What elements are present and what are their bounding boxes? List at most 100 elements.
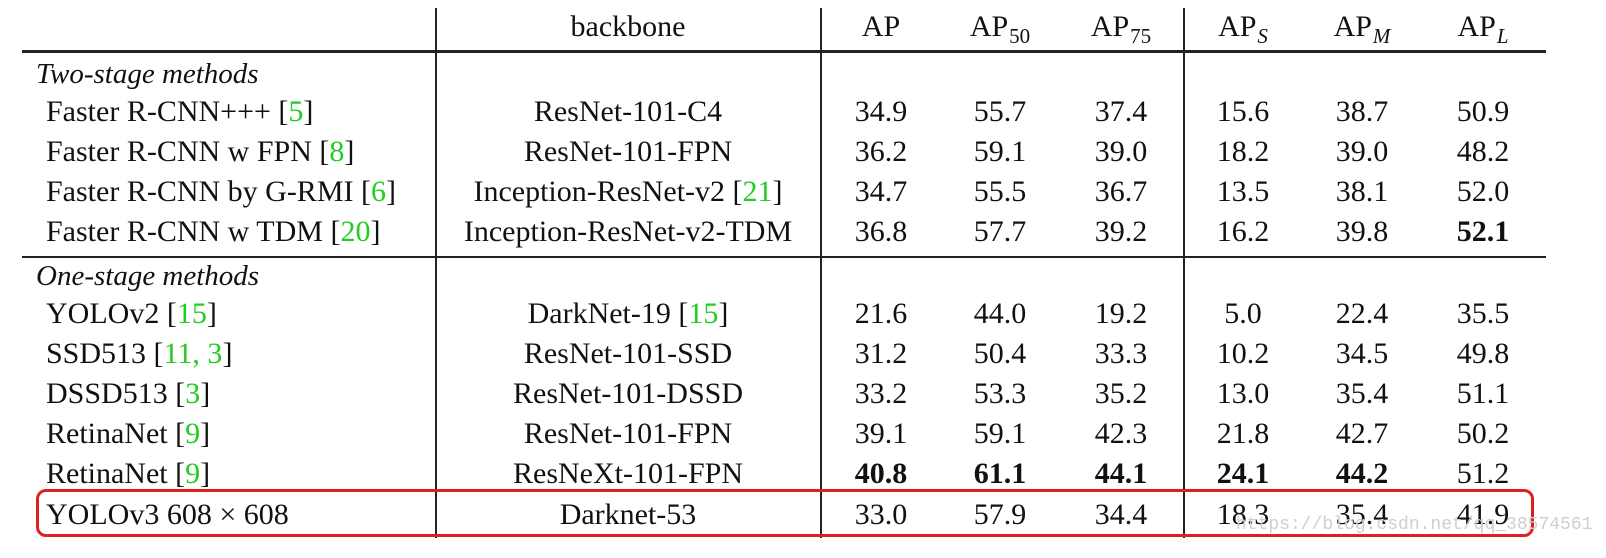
ap-value: 40.8	[854, 457, 908, 490]
apm-value: 42.7	[1335, 417, 1389, 450]
backbone-cell: ResNet-101-SSD	[524, 339, 732, 369]
apl-value: 50.2	[1456, 417, 1510, 450]
backbone-cell: ResNeXt-101-FPN	[513, 459, 743, 489]
backbone-cell: Inception-ResNet-v2-TDM	[464, 217, 792, 247]
citation-link[interactable]: 3	[185, 377, 201, 410]
method-cell: RetinaNet [9]	[46, 419, 210, 449]
apm-value: 22.4	[1335, 297, 1389, 330]
method-name: Faster R-CNN+++	[46, 95, 279, 128]
backbone-name: DarkNet-19	[527, 297, 679, 330]
ap50-value: 59.1	[973, 135, 1027, 168]
backbone-cell: Inception-ResNet-v2 [21]	[473, 177, 782, 207]
backbone-cell: ResNet-101-FPN	[524, 137, 732, 167]
aps-value: 24.1	[1216, 457, 1270, 490]
citation-link[interactable]: 6	[371, 175, 386, 208]
final-row-ap: 33.0	[854, 498, 908, 531]
backbone-cell: ResNet-101-DSSD	[513, 379, 743, 409]
bracket-open: [	[153, 337, 164, 370]
final-row-aps: 18.3	[1216, 498, 1270, 531]
method-name: RetinaNet	[46, 457, 176, 490]
method-name: Faster R-CNN w TDM	[46, 215, 331, 248]
bracket-close: ]	[200, 457, 211, 490]
ap50-value: 61.1	[973, 457, 1027, 490]
method-cell: YOLOv2 [15]	[46, 299, 217, 329]
apm-value: 38.1	[1335, 175, 1389, 208]
bracket-open: [	[732, 175, 743, 208]
ap75-value: 37.4	[1094, 95, 1148, 128]
ap-value: 39.1	[854, 417, 908, 450]
bracket-open: [	[175, 457, 186, 490]
citation-link[interactable]: 15	[176, 297, 207, 330]
column-divider-backbone	[820, 8, 822, 538]
bracket-open: [	[175, 377, 186, 410]
aps-value: 15.6	[1216, 95, 1270, 128]
ap-value: 36.8	[854, 215, 908, 248]
bracket-close: ]	[200, 417, 211, 450]
bracket-close: ]	[222, 337, 233, 370]
apl-value: 52.0	[1456, 175, 1510, 208]
header-ap75: AP75	[1090, 10, 1152, 48]
header-ap50: AP50	[969, 10, 1031, 48]
apl-value: 49.8	[1456, 337, 1510, 370]
backbone-name: Inception-ResNet-v2-TDM	[463, 215, 793, 248]
method-name: SSD513	[46, 337, 154, 370]
aps-value: 5.0	[1224, 297, 1262, 330]
backbone-name: ResNet-101-SSD	[523, 337, 733, 370]
header-ap: AP	[861, 10, 901, 43]
section-title-one-stage: One-stage methods	[36, 260, 260, 292]
method-cell: Faster R-CNN w FPN [8]	[46, 137, 354, 167]
citation-link[interactable]: 9	[185, 457, 201, 490]
apl-value: 48.2	[1456, 135, 1510, 168]
ap-value: 33.2	[854, 377, 908, 410]
aps-value: 13.0	[1216, 377, 1270, 410]
ap50-value: 55.5	[973, 175, 1027, 208]
ap-value: 21.6	[854, 297, 908, 330]
citation-link[interactable]: 8	[329, 135, 345, 168]
backbone-cell: ResNet-101-FPN	[524, 419, 732, 449]
header-backbone: backbone	[570, 10, 686, 43]
backbone-cell: DarkNet-19 [15]	[528, 299, 729, 329]
header-apl: APL	[1457, 10, 1509, 48]
ap75-value: 36.7	[1094, 175, 1148, 208]
citation-link[interactable]: 5	[288, 95, 304, 128]
backbone-name: ResNet-101-DSSD	[513, 377, 743, 410]
column-divider-method	[435, 8, 437, 538]
apm-value: 34.5	[1335, 337, 1389, 370]
bracket-close: ]	[344, 135, 355, 168]
column-divider-ap75	[1183, 8, 1185, 538]
apl-value: 50.9	[1456, 95, 1510, 128]
final-row-method: YOLOv3 608 × 608	[46, 498, 289, 531]
aps-value: 21.8	[1216, 417, 1270, 450]
method-cell: Faster R-CNN by G-RMI [6]	[46, 177, 396, 207]
bracket-open: [	[678, 297, 689, 330]
backbone-name: ResNet-101-FPN	[523, 417, 733, 450]
citation-link[interactable]: 11, 3	[163, 337, 223, 370]
backbone-name: ResNet-101-FPN	[523, 135, 733, 168]
section-title-two-stage: Two-stage methods	[36, 58, 259, 90]
citation-link[interactable]: 20	[340, 215, 371, 248]
backbone-name: Inception-ResNet-v2	[473, 175, 733, 208]
header-rule	[22, 50, 1546, 53]
method-name: Faster R-CNN w FPN	[46, 135, 320, 168]
apl-value: 51.2	[1456, 457, 1510, 490]
citation-link[interactable]: 21	[742, 175, 773, 208]
citation-link[interactable]: 9	[185, 417, 201, 450]
ap75-value: 33.3	[1094, 337, 1148, 370]
backbone-cell: ResNet-101-C4	[534, 97, 722, 127]
final-row-apl: 41.9	[1456, 498, 1510, 531]
ap-value: 36.2	[854, 135, 908, 168]
citation-link[interactable]: 15	[688, 297, 719, 330]
apl-value: 35.5	[1456, 297, 1510, 330]
method-name: DSSD513	[46, 377, 176, 410]
aps-value: 18.2	[1216, 135, 1270, 168]
highlight-box	[36, 489, 1534, 537]
ap75-value: 19.2	[1094, 297, 1148, 330]
bracket-close: ]	[370, 215, 381, 248]
ap75-value: 35.2	[1094, 377, 1148, 410]
bracket-open: [	[330, 215, 341, 248]
bracket-open: [	[166, 297, 177, 330]
final-row-ap75: 34.4	[1094, 498, 1148, 531]
bracket-open: [	[361, 175, 371, 208]
bracket-open: [	[175, 417, 186, 450]
ap50-value: 50.4	[973, 337, 1027, 370]
